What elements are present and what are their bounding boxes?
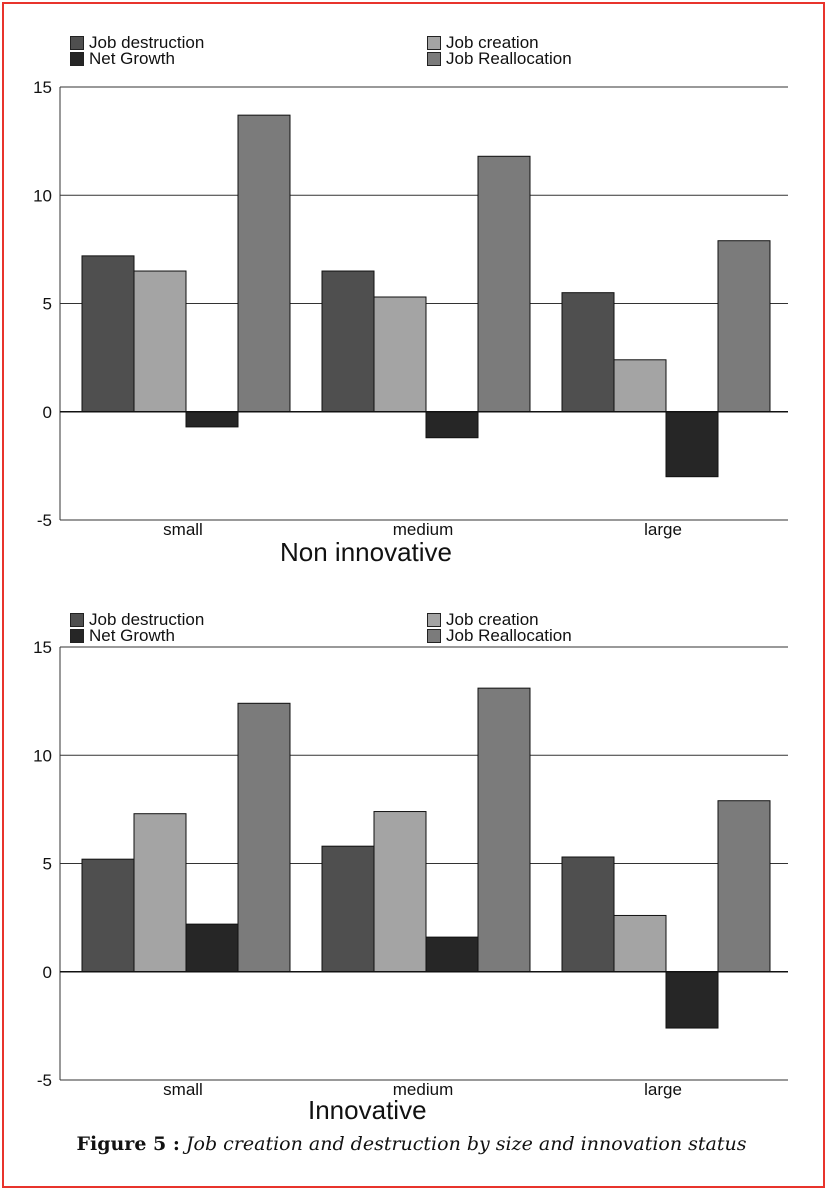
legend-swatch <box>70 613 84 627</box>
legend-item-job-destruction: Job destruction <box>70 34 204 52</box>
bar-job-reallocation-large <box>717 800 771 973</box>
legend-label: Job creation <box>446 33 539 52</box>
y-tick-label: 15 <box>33 638 52 657</box>
bar-job-creation-large <box>613 914 667 973</box>
bar-job-creation-large <box>613 359 667 413</box>
legend-label: Job destruction <box>89 610 205 629</box>
bar-net-growth-medium <box>425 411 479 439</box>
x-tick-label: large <box>644 1080 682 1099</box>
bar-job-creation-medium <box>373 811 427 973</box>
panel-title-innovative: Innovative <box>308 1095 427 1125</box>
caption-text: Job creation and destruction by size and… <box>185 1133 747 1155</box>
y-tick-label: 0 <box>43 403 52 422</box>
legend-swatch <box>427 613 441 627</box>
bar-net-growth-small <box>185 411 239 428</box>
legend-swatch <box>70 52 84 66</box>
legend-swatch <box>427 36 441 50</box>
x-tick-label: medium <box>393 520 453 539</box>
bar-job-reallocation-small <box>237 114 291 413</box>
legend-label: Job Reallocation <box>446 49 572 68</box>
legend-item-net-growth: Net Growth <box>70 50 175 68</box>
legend-label: Job destruction <box>89 33 205 52</box>
figure-caption: Figure 5 : Job creation and destruction … <box>0 1133 823 1155</box>
bar-net-growth-medium <box>425 936 479 973</box>
legend-item-job-creation: Job creation <box>427 34 539 52</box>
legend-item-job-destruction: Job destruction <box>70 611 204 629</box>
chart-non-innovative: 15 10 5 0 -5 small medium large <box>33 78 788 539</box>
chart-innovative: 15 10 5 0 -5 small medium large <box>33 638 788 1099</box>
y-tick-label: 5 <box>43 295 52 314</box>
bar-job-destruction-small <box>81 255 135 413</box>
legend-swatch <box>70 629 84 643</box>
bar-job-destruction-medium <box>321 845 375 973</box>
bar-job-creation-small <box>133 813 187 973</box>
panel-title-non-innovative: Non innovative <box>280 537 452 567</box>
legend-label: Net Growth <box>89 49 175 68</box>
y-tick-label: -5 <box>37 1071 52 1090</box>
x-tick-label: small <box>163 520 203 539</box>
bar-net-growth-small <box>185 923 239 973</box>
y-tick-label: 0 <box>43 963 52 982</box>
bar-job-destruction-large <box>561 856 615 973</box>
bar-job-destruction-small <box>81 858 135 973</box>
y-tick-label: 10 <box>33 746 52 765</box>
legend-item-net-growth: Net Growth <box>70 627 175 645</box>
y-tick-label: 15 <box>33 78 52 97</box>
legend-item-job-reallocation: Job Reallocation <box>427 50 572 68</box>
legend-label: Net Growth <box>89 626 175 645</box>
legend-swatch <box>427 52 441 66</box>
bar-net-growth-large <box>665 411 719 478</box>
x-tick-label: medium <box>393 1080 453 1099</box>
bar-job-destruction-medium <box>321 270 375 413</box>
legend-item-job-creation: Job creation <box>427 611 539 629</box>
legend-item-job-reallocation: Job Reallocation <box>427 627 572 645</box>
y-tick-label: -5 <box>37 511 52 530</box>
bar-net-growth-large <box>665 971 719 1029</box>
caption-label: Figure 5 : <box>76 1133 180 1155</box>
y-tick-label: 10 <box>33 186 52 205</box>
bar-job-reallocation-medium <box>477 155 531 413</box>
bar-job-creation-small <box>133 270 187 413</box>
x-tick-label: small <box>163 1080 203 1099</box>
legend-label: Job creation <box>446 610 539 629</box>
legend-swatch <box>70 36 84 50</box>
legend-swatch <box>427 629 441 643</box>
bar-job-reallocation-medium <box>477 687 531 973</box>
bar-job-reallocation-large <box>717 240 771 413</box>
y-tick-label: 5 <box>43 855 52 874</box>
legend-label: Job Reallocation <box>446 626 572 645</box>
x-tick-label: large <box>644 520 682 539</box>
bar-job-destruction-large <box>561 292 615 413</box>
bar-job-reallocation-small <box>237 702 291 973</box>
bar-job-creation-medium <box>373 296 427 413</box>
